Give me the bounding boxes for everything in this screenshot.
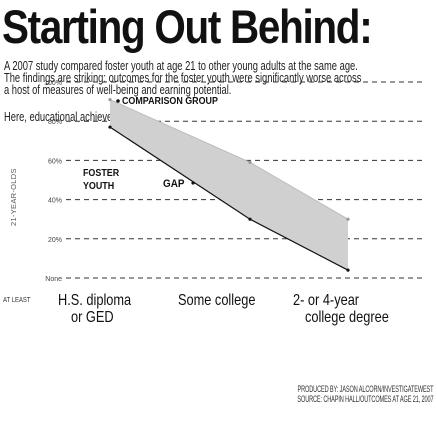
source-credit: SOURCE: CHAPIN HALL/OUTCOMES AT AGE 21, … — [296, 394, 433, 404]
comparison-marker — [116, 99, 120, 103]
y-tick-label: None — [45, 276, 62, 283]
produced-by-credit: PRODUCED BY: JASON ALCORN/INVESTIGATEWES… — [297, 384, 433, 394]
chart-lead-text: Here, educational achievement: — [4, 109, 136, 124]
y-tick-label: 80% — [48, 119, 62, 126]
series-label-foster: FOSTER — [83, 167, 119, 179]
gap-label: GAP — [163, 179, 184, 191]
series-label-foster: YOUTH — [83, 180, 114, 192]
data-point-foster — [108, 125, 112, 129]
category-label: H.S. diploma — [58, 292, 132, 310]
page-title: Starting Out Behind: — [2, 0, 373, 53]
category-label: 2- or 4-year — [293, 292, 359, 310]
y-tick-label: 40% — [48, 198, 62, 205]
category-label: college degree — [305, 309, 389, 327]
category-prefix: AT LEAST — [3, 297, 31, 305]
data-point-foster — [346, 268, 350, 272]
gap-marker — [191, 181, 195, 185]
data-point-comparison — [248, 160, 252, 164]
gap-band — [110, 99, 348, 271]
intro-paragraph: A 2007 study compared foster youth at ag… — [4, 58, 362, 97]
data-point-comparison — [346, 217, 350, 221]
y-tick-label: 100% — [44, 80, 62, 87]
category-label: or GED — [71, 309, 114, 327]
category-label: Some college — [178, 292, 255, 310]
y-tick-label: 60% — [48, 158, 62, 165]
data-point-comparison — [108, 98, 112, 102]
series-label-comparison: COMPARISON GROUP — [122, 95, 218, 107]
y-tick-label: 20% — [48, 237, 62, 244]
data-point-foster — [248, 217, 252, 221]
y-axis-title: 21-YEAR-OLDS — [9, 168, 18, 226]
credits: PRODUCED BY: JASON ALCORN/INVESTIGATEWES… — [297, 384, 433, 404]
